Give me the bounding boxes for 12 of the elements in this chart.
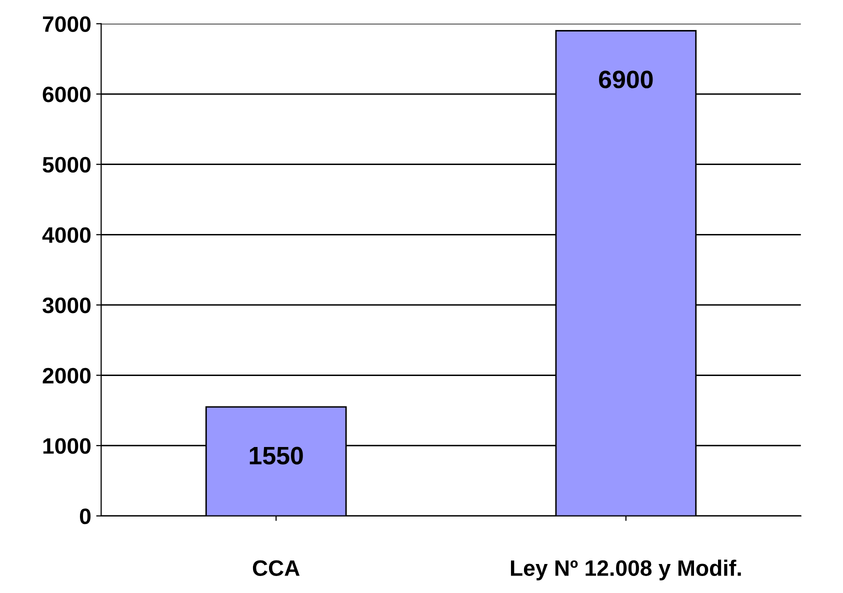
x-tick-label: Ley Nº 12.008 y Modif.: [510, 560, 741, 580]
data-label: 1550: [250, 446, 303, 464]
y-tick-label: 4000: [42, 227, 91, 243]
y-tick-label: 2000: [42, 368, 91, 384]
y-tick-label: 5000: [42, 156, 91, 173]
y-tick-label: 1000: [43, 438, 91, 454]
y-tick-label: 0: [80, 508, 91, 524]
y-tick-label: 6000: [42, 86, 91, 102]
x-tick-label: CCA: [252, 560, 300, 576]
y-tick-label: 3000: [42, 298, 91, 314]
data-label: 6900: [599, 70, 653, 88]
y-tick-label: 7000: [42, 16, 91, 32]
